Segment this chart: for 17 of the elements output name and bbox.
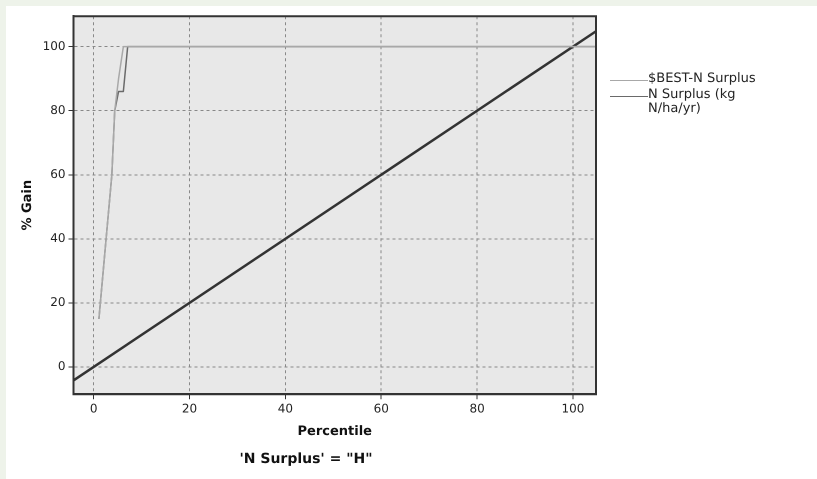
legend-label: N Surplus (kg N/ha/yr) [648, 87, 737, 116]
x-axis-title: Percentile [298, 424, 372, 439]
x-tick-label: 20 [182, 402, 198, 416]
x-tick-label: 40 [278, 402, 294, 416]
x-tick-label: 100 [562, 402, 584, 416]
y-tick-label: 0 [58, 359, 66, 374]
text: 'N Surplus' = "H" [239, 451, 373, 468]
y-axis-title: % Gain [20, 180, 36, 231]
y-tick-label: 80 [50, 102, 66, 117]
y-tick-label: 100 [42, 38, 66, 53]
x-tick-label: 60 [374, 402, 389, 416]
x-tick-label: 0 [90, 402, 98, 416]
x-tick-label: 80 [469, 402, 485, 416]
y-tick-label: 60 [50, 166, 66, 181]
y-tick-label: 40 [50, 230, 66, 245]
y-tick-label: 20 [50, 295, 66, 310]
legend-label: $BEST-N Surplus [648, 71, 756, 86]
